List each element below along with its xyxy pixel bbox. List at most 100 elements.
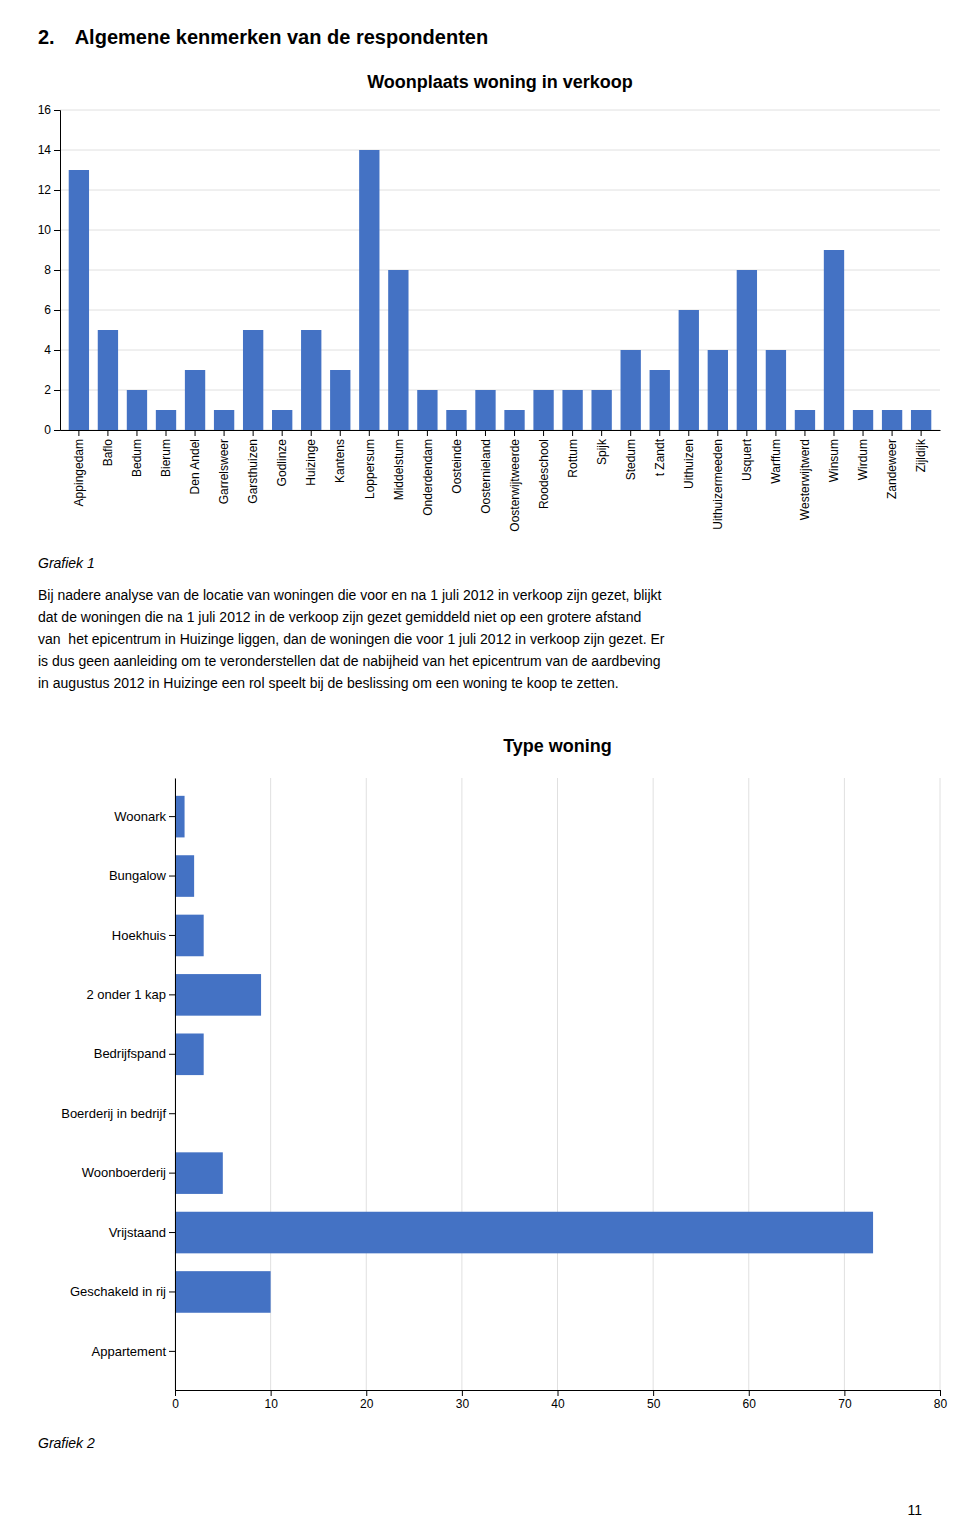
tick-label: Onderdendam xyxy=(421,439,435,516)
tick-mark xyxy=(863,430,864,436)
tick-label: 12 xyxy=(38,183,52,197)
tick: Warffum xyxy=(769,430,783,484)
tick-mark xyxy=(688,430,689,436)
tick-mark xyxy=(136,430,137,436)
tick-mark xyxy=(746,430,747,436)
tick-label: Huizinge xyxy=(304,439,318,486)
tick-mark xyxy=(169,1232,175,1233)
grid-line xyxy=(366,778,367,1390)
tick-mark xyxy=(169,1291,175,1292)
bar xyxy=(175,796,185,838)
grid-line xyxy=(60,150,940,151)
grid-line xyxy=(844,778,845,1390)
page-title: 2. Algemene kenmerken van de respondente… xyxy=(38,26,488,48)
tick-label: Roodeschool xyxy=(537,439,551,509)
bar xyxy=(591,390,611,430)
tick: t Zandt xyxy=(653,430,667,476)
tick-mark xyxy=(169,1054,175,1055)
tick: 60 xyxy=(743,1390,757,1411)
paragraph: Bij nadere analyse van de locatie van wo… xyxy=(38,587,665,691)
tick-mark xyxy=(369,430,370,436)
tick-label: Oosteinde xyxy=(450,439,464,494)
tick: Geschakeld in rij xyxy=(70,1284,175,1299)
grid-line xyxy=(940,778,941,1390)
bar xyxy=(69,170,89,430)
tick-label: Stedum xyxy=(624,439,638,480)
tick-mark xyxy=(572,430,573,436)
x-axis: AppingedamBafloBedumBierumDen AndelGarre… xyxy=(61,430,941,532)
tick: 6 xyxy=(44,303,60,317)
tick-mark xyxy=(166,430,167,436)
x-axis: 01020304050607080 xyxy=(172,1390,947,1411)
tick: 2 xyxy=(44,383,60,397)
tick-label: Warffum xyxy=(769,439,783,484)
tick: Oosterwijtweerde xyxy=(508,430,522,532)
paragraph-line: van het epicentrum in Huizinge liggen, d… xyxy=(38,631,665,647)
tick: 12 xyxy=(38,183,60,197)
tick: Middelstum xyxy=(392,430,406,500)
tick-label: Den Andel xyxy=(188,439,202,494)
bar xyxy=(533,390,553,430)
tick: Hoekhuis xyxy=(112,928,175,943)
axis-line xyxy=(54,111,61,431)
grid-line xyxy=(60,190,940,191)
bar xyxy=(679,310,699,430)
tick: Zijldijk xyxy=(914,430,928,472)
tick-label: Woonark xyxy=(114,809,166,824)
tick: Vrijstaand xyxy=(109,1225,175,1240)
grid-line xyxy=(175,778,176,1390)
tick-mark xyxy=(54,270,60,271)
bar xyxy=(175,974,261,1016)
tick-mark xyxy=(311,430,312,436)
chart: Type woning01020304050607080WoonarkBunga… xyxy=(38,736,947,1451)
tick-mark xyxy=(169,935,175,936)
bar xyxy=(301,330,321,430)
tick: Appartement xyxy=(92,1344,175,1359)
tick-label: Middelstum xyxy=(392,439,406,500)
tick-label: 4 xyxy=(44,343,51,357)
bar xyxy=(98,330,118,430)
tick-mark xyxy=(366,1390,367,1396)
tick: Roodeschool xyxy=(537,430,551,509)
bar xyxy=(475,390,495,430)
tick: 80 xyxy=(934,1390,948,1411)
axis-line xyxy=(176,1391,941,1397)
grid-line xyxy=(60,310,940,311)
bar xyxy=(417,390,437,430)
tick-label: Wirdum xyxy=(856,439,870,480)
tick-mark xyxy=(169,1173,175,1174)
tick-mark xyxy=(630,430,631,436)
tick-label: 2 onder 1 kap xyxy=(86,987,166,1002)
bar xyxy=(824,250,844,430)
grid-line xyxy=(461,778,462,1390)
caption: Grafiek 2 xyxy=(38,1435,95,1451)
tick: Woonark xyxy=(114,809,175,824)
tick-mark xyxy=(892,430,893,436)
tick-mark xyxy=(659,430,660,436)
tick-label: 0 xyxy=(172,1397,179,1411)
tick: Boerderij in bedrijf xyxy=(61,1106,175,1121)
tick: Stedum xyxy=(624,430,638,480)
tick: 4 xyxy=(44,343,60,357)
chart-title: Woonplaats woning in verkoop xyxy=(367,72,633,92)
tick-label: Uithuizen xyxy=(682,439,696,489)
bar xyxy=(330,370,350,430)
tick: 70 xyxy=(838,1390,852,1411)
bar xyxy=(766,350,786,430)
tick: Appingedam xyxy=(72,430,86,506)
tick-label: Bungalow xyxy=(109,868,167,883)
grid-line xyxy=(60,270,940,271)
tick-mark xyxy=(427,430,428,436)
tick: Onderdendam xyxy=(421,430,435,516)
grid xyxy=(60,110,940,430)
bar xyxy=(504,410,524,430)
tick: Bedrijfspand xyxy=(94,1046,175,1061)
tick-mark xyxy=(54,150,60,151)
bar xyxy=(446,410,466,430)
bar xyxy=(175,915,204,957)
tick-label: 8 xyxy=(44,263,51,277)
tick-mark xyxy=(775,430,776,436)
bar xyxy=(911,410,931,430)
tick-label: Boerderij in bedrijf xyxy=(61,1106,166,1121)
tick-label: 14 xyxy=(38,143,52,157)
